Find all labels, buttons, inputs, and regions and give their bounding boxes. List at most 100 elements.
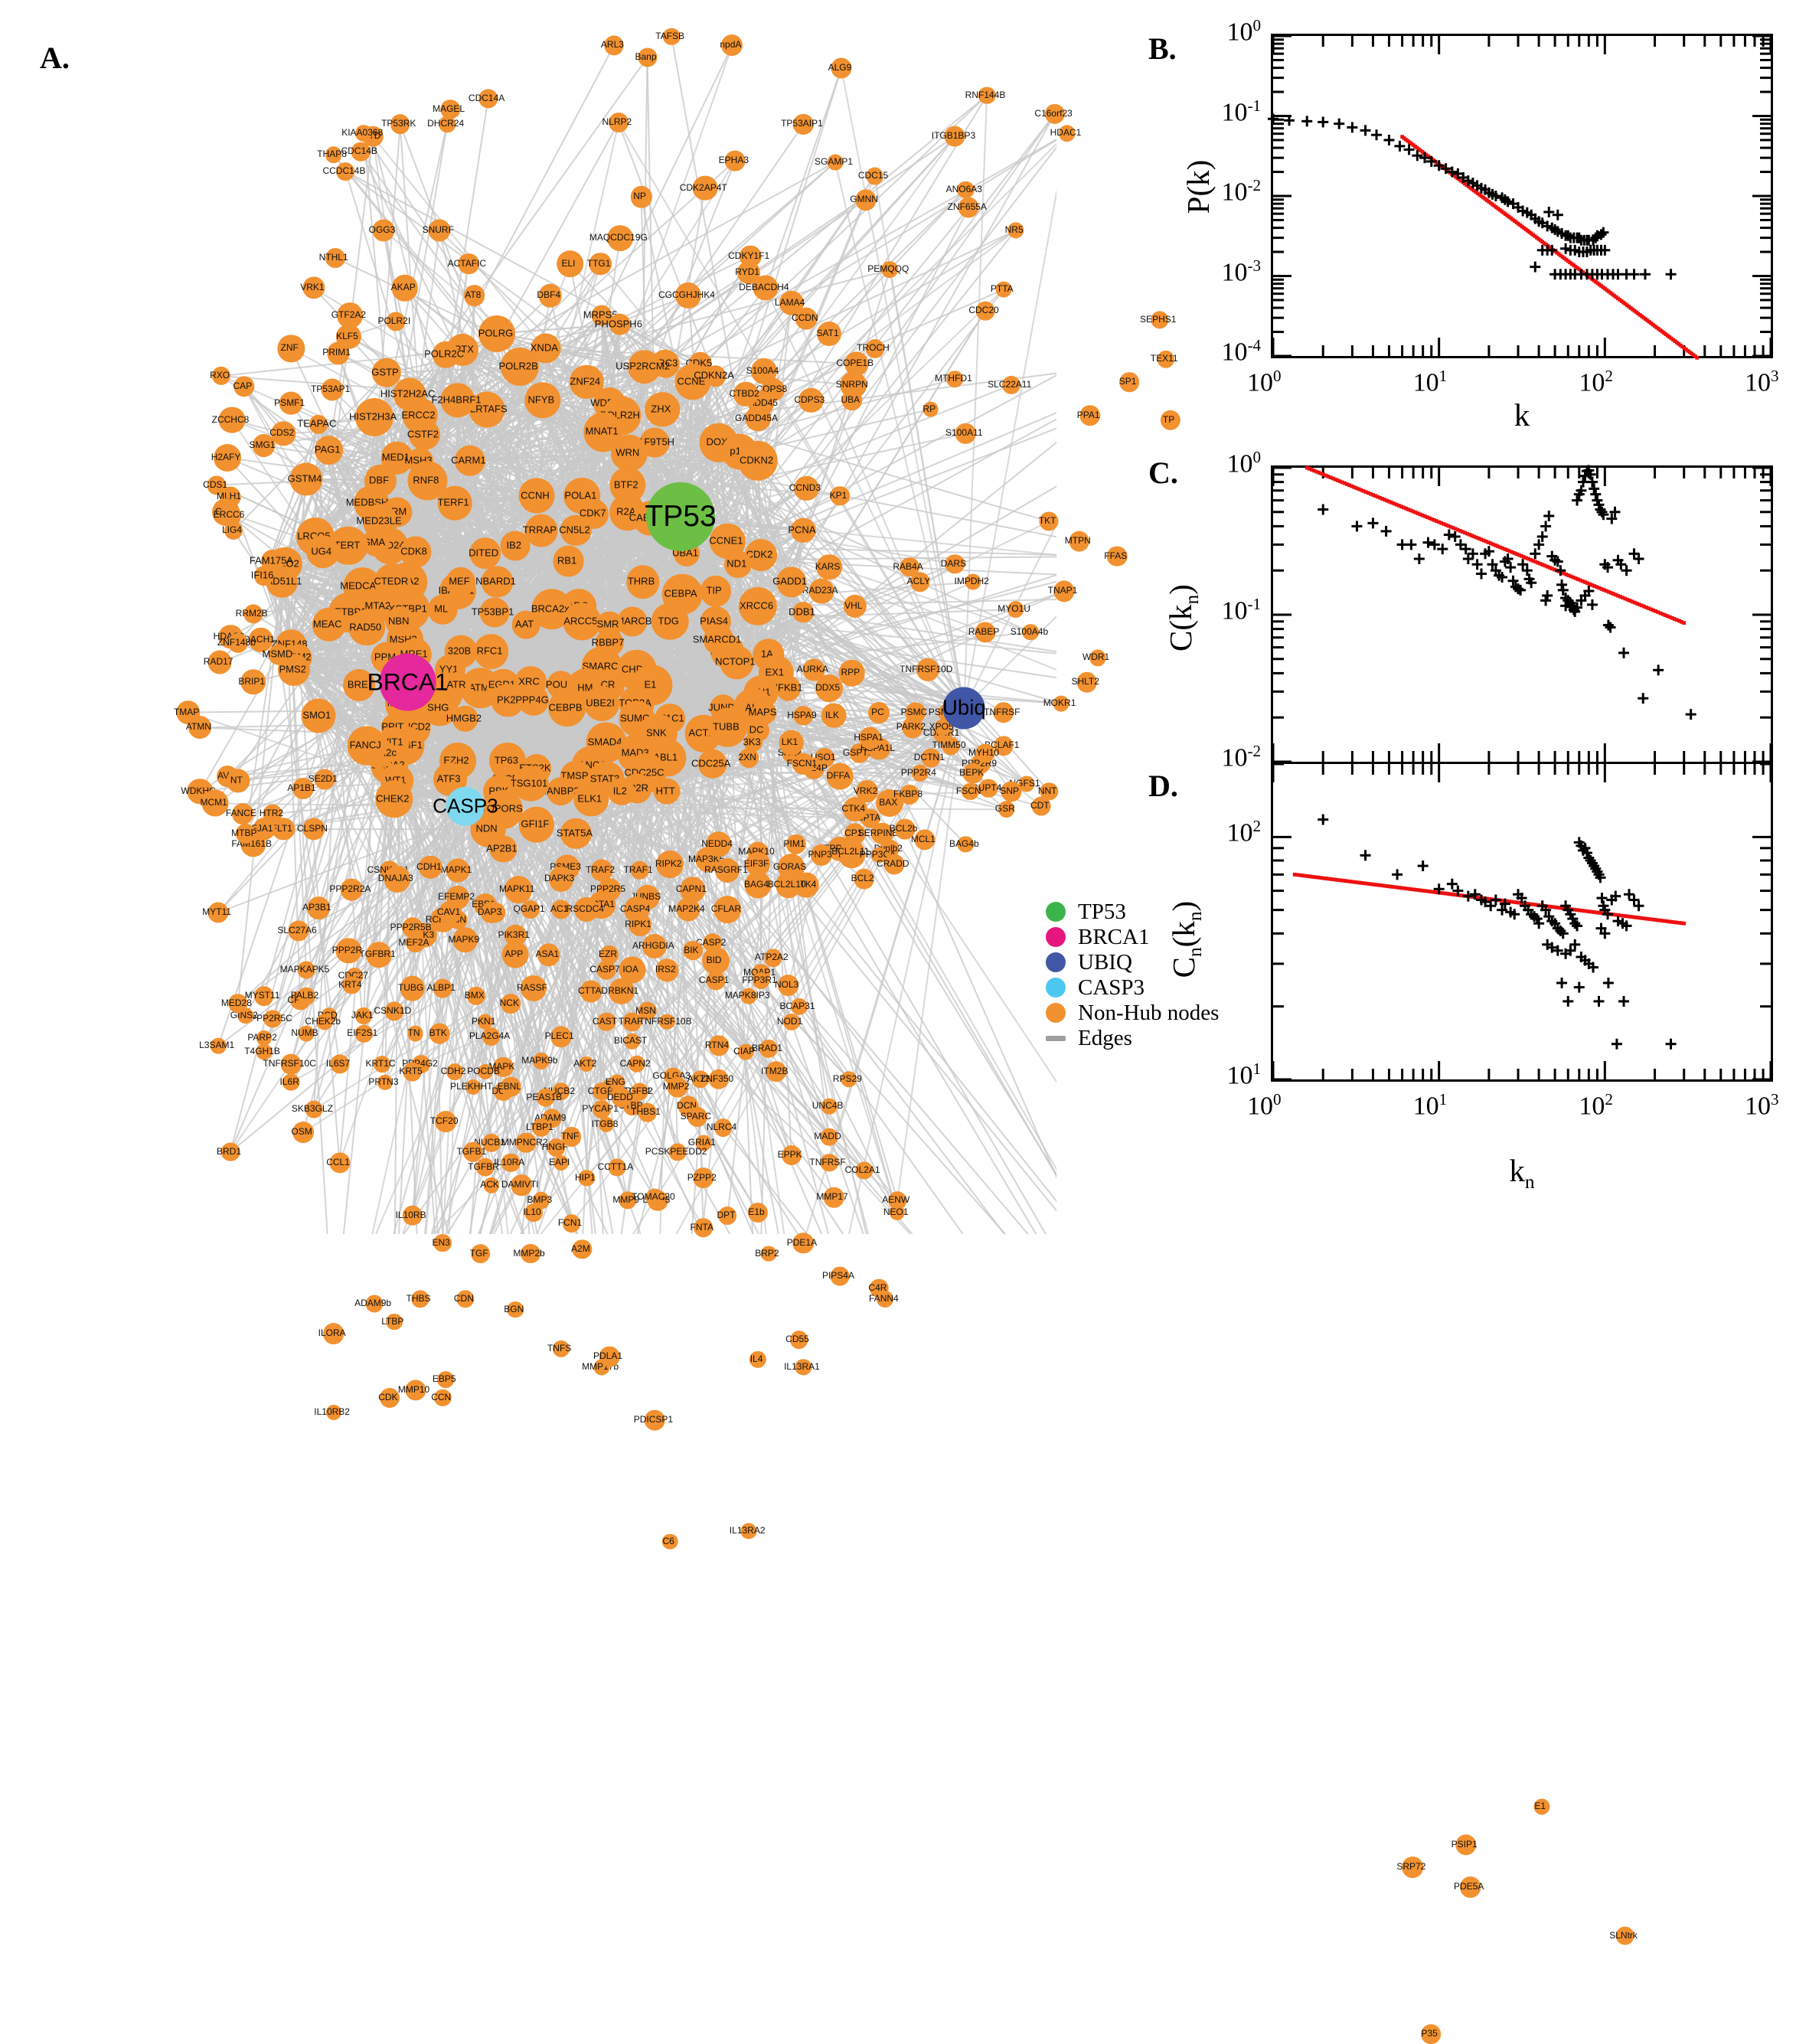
network-node-label: PTTA xyxy=(991,284,1014,293)
network-node-label: PPP4G xyxy=(515,694,548,704)
network-node-label: TP53AP1 xyxy=(311,384,350,393)
network-node-label: GORAS xyxy=(773,862,806,871)
network-node-label: BCL2b xyxy=(890,824,918,833)
network-node-label: POLR2C xyxy=(424,349,464,359)
network-node-label: CDPS3 xyxy=(794,395,825,404)
network-node-label: EPHA3 xyxy=(719,155,749,165)
network-node-label: CDK2AP4T xyxy=(680,183,727,192)
network-node-label: CDC20 xyxy=(968,305,998,315)
network-node-label: GSR xyxy=(995,804,1015,813)
network-node-label: AP1B1 xyxy=(287,783,315,792)
network-node-label: LK1 xyxy=(782,737,798,746)
network-node-label: MEF xyxy=(449,576,469,586)
network-node-label: CTTA xyxy=(578,986,601,995)
network-node-label: MAGEL xyxy=(433,104,465,113)
network-node-label: CHEK2 xyxy=(376,793,409,803)
network-node-label: IFI16 xyxy=(251,570,274,580)
network-node-label: TRAF2 xyxy=(586,865,615,874)
network-hub-brca1[interactable]: BRCA1 xyxy=(379,654,436,711)
network-node-label: BAG4 xyxy=(744,880,769,889)
network-node-label: PDE1A xyxy=(787,1238,817,1247)
network-node-label: TMAP xyxy=(174,707,199,717)
network-node-label: THRB xyxy=(628,576,655,586)
network-node-label: TEAPAC xyxy=(297,419,336,429)
network-node-label: KP1 xyxy=(830,491,847,500)
network-node-label: TIP xyxy=(706,586,721,596)
network-node-label: MMPNCR2 xyxy=(501,1138,548,1147)
network-node-label: MCM1 xyxy=(201,798,227,807)
network-node-label: USP2RCM2 xyxy=(616,361,670,371)
network-node-label: CSTF2 xyxy=(407,429,439,439)
network-node-label: ATP2A2 xyxy=(755,952,789,962)
network-node-label: EX1 xyxy=(766,668,785,678)
network-node-label: MMP17 xyxy=(816,1192,847,1201)
network-node-label: CARM1 xyxy=(451,455,486,465)
network-node-label: PARP2 xyxy=(247,1033,276,1042)
network-node-label: MYT11 xyxy=(202,907,231,916)
network-node-label: CD55 xyxy=(785,1334,809,1344)
network-node-label: TGFBR1 xyxy=(359,949,395,958)
network-node-label: T4GH1B xyxy=(244,1046,280,1056)
network-node-label: NEDD4 xyxy=(701,839,733,848)
network-node-label: ACTAFIC xyxy=(448,259,486,268)
network-node-label: ZNF655A xyxy=(948,202,987,211)
network-node-label: PRIM1 xyxy=(322,348,351,357)
network-node-label: IMPDH2 xyxy=(955,576,989,586)
network-node-label: POLR2I xyxy=(377,316,410,325)
network-node-label: IL6S7 xyxy=(326,1059,350,1068)
network-node-label: SHG xyxy=(427,702,449,712)
network-node-label: THBS xyxy=(406,1294,430,1303)
data-markers xyxy=(1268,113,1677,279)
network-node-label: POLR2B xyxy=(499,361,538,371)
network-node-label: CDKN2A xyxy=(694,371,734,380)
network-node-label: TP53AIP1 xyxy=(781,119,823,128)
network-node-label: HSPA9 xyxy=(787,710,816,720)
network-node-label: PHOSPH6 xyxy=(595,318,642,328)
network-node-label: IL13RA1 xyxy=(784,1362,820,1371)
network-node-label: PALB2 xyxy=(291,991,318,1000)
network-node-label: OSM xyxy=(291,1127,312,1136)
network-node-label: WRN xyxy=(616,448,639,458)
network-node-label: RXO xyxy=(210,371,230,380)
axis-tick-label: 10-4 xyxy=(1169,336,1261,367)
network-node-label: RB1 xyxy=(557,555,576,565)
network-node-label: TGF xyxy=(470,1249,488,1258)
network-node-label: RAD50 xyxy=(349,622,381,632)
network-node-label: ZNF24 xyxy=(570,377,600,387)
network-node-label: MEF2A xyxy=(399,938,429,947)
axis-tick-label: 10-1 xyxy=(1169,96,1261,127)
legend-label: TP53 xyxy=(1078,900,1126,925)
network-node-label: PIM1 xyxy=(784,839,805,848)
network-node-label: PIK3R1 xyxy=(498,930,530,939)
network-node-label: BCL2L10 xyxy=(768,880,806,889)
network-node-label: ITM2B xyxy=(761,1066,788,1076)
network-node-label: AAT xyxy=(515,619,534,629)
network-node-label: ATF3 xyxy=(437,773,461,783)
network-node-label: GADD45A xyxy=(735,413,778,423)
network-node-label: FANN4 xyxy=(869,1294,899,1303)
network-node-label: AENW xyxy=(882,1195,909,1204)
network-node-label: TERF1 xyxy=(437,498,469,508)
network-node-label: NBN xyxy=(388,615,409,625)
network-node-label: LAMA4 xyxy=(775,298,805,307)
axis-tick-label: 100 xyxy=(1169,448,1261,478)
network-node-label: KLF5 xyxy=(336,331,358,341)
network-node-label: ND1 xyxy=(727,558,746,568)
network-node-label: MMP2b xyxy=(513,1249,544,1258)
network-hub-tp53[interactable]: TP53 xyxy=(646,482,715,551)
network-node-label: TTG1 xyxy=(587,259,611,268)
network-hub-casp3[interactable]: CASP3 xyxy=(446,787,485,826)
network-hub-ubiq[interactable]: Ubiq xyxy=(943,687,985,729)
network-node-label: MNAT1 xyxy=(586,426,619,436)
network-node-label: CCDN xyxy=(792,313,818,322)
network-node-label: MED23LE xyxy=(356,516,401,526)
network-node-label: FAM175A xyxy=(250,555,293,565)
network-node-label: TNFRSF xyxy=(984,707,1020,717)
network-node-label: SMR xyxy=(597,619,619,629)
network-node-label: IOA xyxy=(622,965,638,974)
network-node-label: MAQCDC19G xyxy=(589,233,648,242)
network-node-label: SPARC xyxy=(681,1112,711,1121)
network-node-label: PSMF1 xyxy=(274,398,305,407)
network-node-label: SGAMP1 xyxy=(815,157,853,166)
network-node-label: POLRG xyxy=(478,328,514,338)
